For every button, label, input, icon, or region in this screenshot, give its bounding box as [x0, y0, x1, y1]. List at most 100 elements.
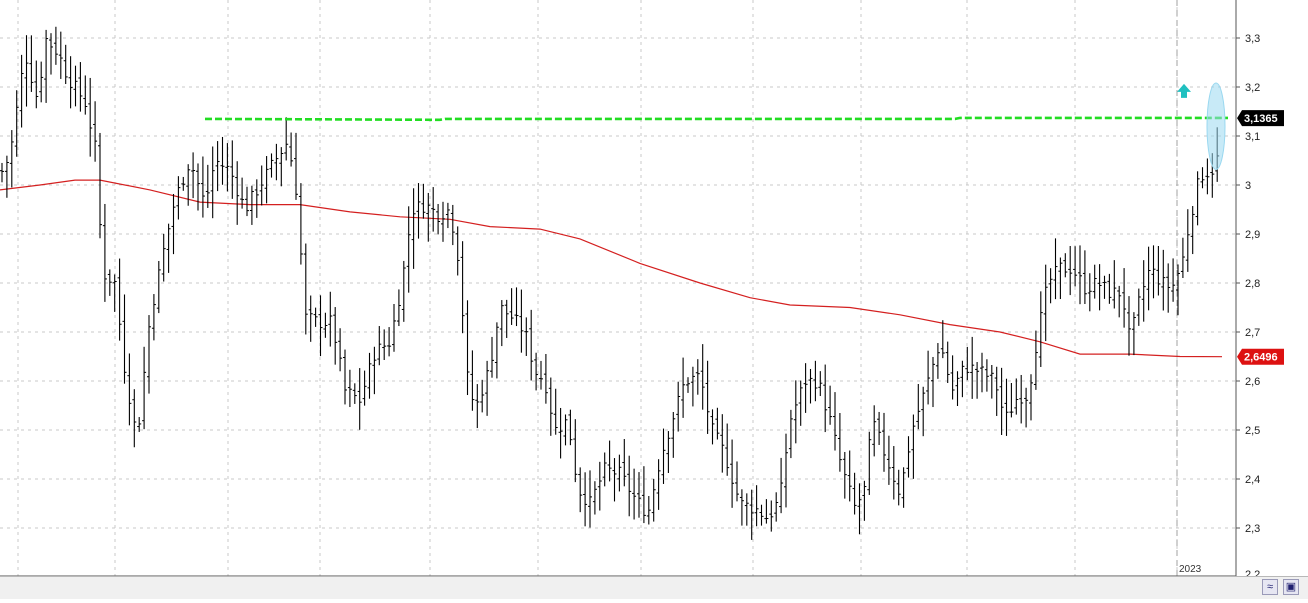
ohlc-bar — [58, 31, 63, 79]
ohlc-bar — [352, 383, 357, 404]
ohlc-bar — [725, 423, 730, 476]
ohlc-bar — [686, 377, 690, 393]
ohlc-bar — [705, 360, 710, 434]
ohlc-bar — [970, 336, 975, 399]
ohlc-bar — [828, 385, 833, 425]
ohlc-bar — [245, 186, 249, 217]
ohlc-bar — [338, 328, 343, 372]
ohlc-bar — [813, 360, 818, 402]
price-label: 3,1365 — [1237, 110, 1284, 127]
ohlc-bar — [1053, 238, 1058, 300]
y-tick-label: 3,3 — [1245, 33, 1260, 45]
ohlc-bar — [4, 155, 9, 198]
ohlc-bar — [1092, 264, 1097, 299]
ohlc-bar — [548, 377, 553, 436]
ohlc-bar — [965, 346, 970, 381]
ohlc-bar — [877, 411, 882, 446]
ohlc-bar — [39, 61, 44, 103]
ohlc-bar — [524, 317, 529, 356]
ohlc-bar — [98, 132, 102, 239]
ohlc-bar — [63, 44, 68, 85]
ohlc-bar — [823, 364, 828, 433]
ohlc-bar — [274, 143, 279, 181]
ohlc-bar — [1029, 374, 1033, 421]
price-label: 2,6496 — [1237, 348, 1284, 365]
ohlc-bar — [1112, 260, 1117, 309]
ohlc-bar — [318, 295, 323, 357]
moving-average-layer — [0, 179, 1223, 358]
ohlc-bar — [298, 183, 303, 265]
y-tick-label: 3,2 — [1245, 82, 1260, 94]
y-tick-label: 2,3 — [1245, 523, 1260, 535]
ohlc-bar — [1048, 268, 1053, 304]
ohlc-bar — [671, 411, 676, 458]
ohlc-bar — [597, 461, 602, 511]
ohlc-bar — [230, 140, 235, 199]
y-tick-label: 2,9 — [1245, 229, 1260, 241]
ohlc-bar — [279, 147, 284, 187]
ohlc-bar — [357, 368, 362, 430]
ohlc-bar — [1122, 268, 1127, 328]
ohlc-bar — [191, 152, 196, 199]
ohlc-bar — [431, 187, 436, 232]
ohlc-bar — [1024, 387, 1029, 428]
ohlc-bar — [989, 364, 994, 399]
ohlc-bar — [313, 307, 318, 327]
ohlc-bar — [984, 359, 989, 392]
ohlc-bar — [784, 433, 788, 508]
ohlc-bar — [788, 409, 793, 459]
ohlc-bar — [994, 366, 999, 416]
ohlc-bar — [333, 307, 338, 365]
ohlc-bar — [739, 489, 744, 526]
ohlc-bar — [53, 26, 58, 65]
ohlc-bar — [284, 117, 289, 161]
ohlc-bar — [568, 409, 573, 446]
ohlc-bar — [19, 54, 24, 128]
ohlc-bar — [588, 470, 592, 528]
ohlc-bar — [911, 414, 916, 479]
ohlc-bar — [759, 504, 764, 526]
y-tick-label: 2,7 — [1245, 327, 1260, 339]
ohlc-bar — [715, 407, 720, 440]
save-icon[interactable]: ▣ — [1283, 579, 1299, 595]
ohlc-bar — [1097, 264, 1102, 311]
ohlc-bar — [161, 233, 166, 282]
ohlc-bar — [583, 472, 588, 527]
ohlc-bar — [347, 369, 352, 408]
ohlc-bar — [382, 329, 387, 361]
ohlc-bar — [921, 386, 926, 437]
zoom-icon[interactable]: ≈ — [1262, 579, 1278, 595]
ohlc-bar — [29, 35, 34, 92]
ohlc-bar — [950, 355, 955, 400]
ohlc-bar — [24, 35, 29, 107]
ohlc-bar — [539, 360, 543, 390]
ohlc-bar — [656, 459, 661, 510]
y-tick-label: 2,4 — [1245, 474, 1260, 486]
y-tick-label: 2,8 — [1245, 278, 1260, 290]
ohlc-bar — [803, 363, 808, 413]
ohlc-bar — [1078, 245, 1082, 305]
moving-average-line — [0, 179, 1223, 358]
ohlc-bar — [1038, 291, 1043, 367]
ohlc-bar — [240, 177, 245, 209]
ohlc-bar — [362, 370, 367, 406]
price-labels-layer: 3,1365 2,6496 — [1237, 110, 1284, 365]
ohlc-bar — [637, 472, 641, 518]
ohlc-bar — [842, 451, 847, 499]
ohlc-bar — [1151, 245, 1156, 299]
price-label-text: 2,6496 — [1244, 352, 1278, 364]
ohlc-bar — [504, 299, 509, 338]
ohlc-bar — [1068, 245, 1073, 296]
ohlc-bar — [372, 346, 377, 395]
ohlc-bar — [602, 452, 607, 487]
ohlc-bar — [769, 500, 774, 532]
y-tick-label: 2,6 — [1245, 376, 1260, 388]
ohlc-bar — [730, 439, 735, 508]
ohlc-bar — [445, 202, 450, 229]
ohlc-bar — [529, 309, 534, 381]
ohlc-bar — [171, 193, 176, 255]
ohlc-bar — [573, 419, 578, 483]
ohlc-bar — [78, 62, 83, 112]
